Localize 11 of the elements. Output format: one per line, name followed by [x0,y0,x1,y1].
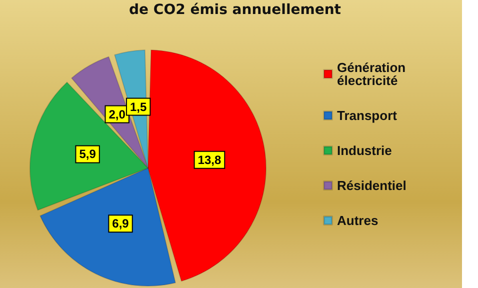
data-label: 1,5 [130,100,147,114]
legend-label: Industrie [337,143,392,158]
data-label: 13,8 [198,152,222,167]
data-label: 6,9 [112,216,130,231]
legend-label: Autres [337,213,378,228]
legend-label: Génération électricité [337,60,406,88]
legend-label: Transport [337,108,398,123]
data-label: 5,9 [79,147,96,162]
legend-label: Résidentiel [337,178,406,193]
data-label: 2,0 [108,107,126,122]
chart-title: de CO2 émis annuellement [129,2,342,18]
